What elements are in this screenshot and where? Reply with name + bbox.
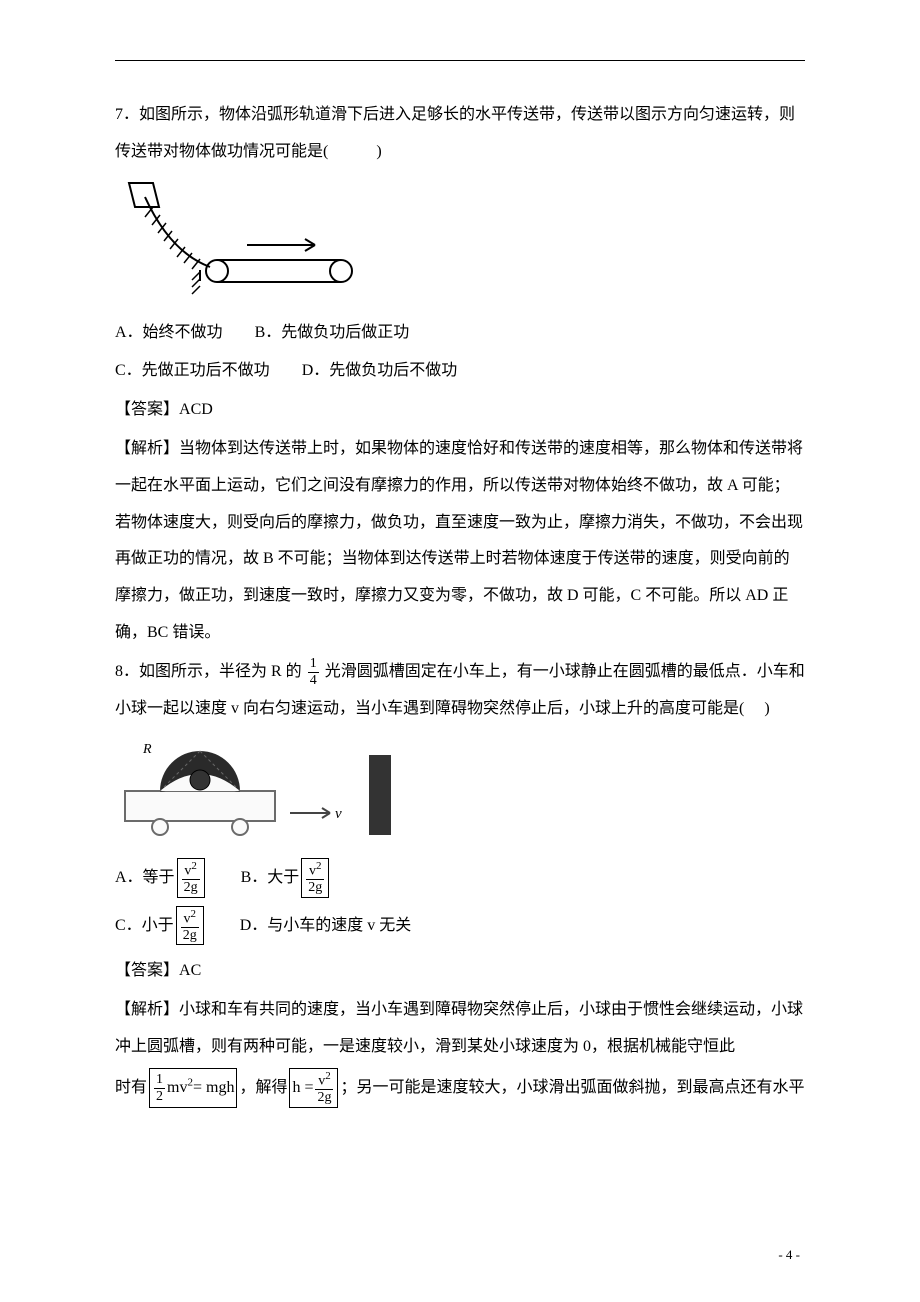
frac-num: v2 (182, 860, 200, 880)
q8-option-b: B．大于 v2 2g (241, 858, 330, 897)
frac-v2-2g-a: v2 2g (182, 860, 200, 895)
q8-option-c: C．小于 v2 2g (115, 906, 204, 945)
boxed-frac-b: v2 2g (301, 858, 329, 897)
q8-answer: 【答案】AC (115, 953, 805, 990)
answer-label: 【答案】 (115, 401, 179, 418)
q8-options-row1: A．等于 v2 2g B．大于 v2 2g (115, 858, 805, 897)
exp2-mid: ，解得 (239, 1070, 287, 1107)
boxed-frac-c: v2 2g (176, 906, 204, 945)
explanation-label: 【解析】 (115, 440, 179, 457)
q8-explanation-2: 时有 1 2 mv2 = mgh ，解得 h = v2 2g ；另一可能是速度较… (115, 1068, 805, 1109)
q8-option-a: A．等于 v2 2g (115, 858, 205, 897)
boxed-eq2: h = v2 2g (289, 1068, 338, 1109)
frac-den: 2g (181, 928, 199, 943)
explanation-label: 【解析】 (115, 1001, 179, 1018)
q7-figure (115, 177, 805, 307)
frac-num: v2 (315, 1070, 333, 1090)
divider (115, 60, 805, 61)
frac-den: 4 (308, 673, 319, 688)
eq1-rhs: = mgh (193, 1070, 234, 1107)
page-number: - 4 - (778, 1242, 800, 1268)
q7-option-c: C．先做正功后不做功 (115, 353, 270, 390)
q7-option-b: B．先做负功后做正功 (255, 315, 410, 352)
svg-text:v: v (335, 806, 342, 822)
frac-v2-2g-eq: v2 2g (315, 1070, 333, 1105)
svg-text:R: R (142, 742, 152, 757)
explanation-text: 当物体到达传送带上时，如果物体的速度恰好和传送带的速度相等，那么物体和传送带将一… (115, 440, 803, 641)
q7-stem: 7．如图所示，物体沿弧形轨道滑下后进入足够长的水平传送带，传送带以图示方向匀速运… (115, 97, 805, 171)
curved-track-conveyor-icon (115, 177, 360, 295)
q7-options-row1: A．始终不做功 B．先做负功后做正功 (115, 315, 805, 352)
answer-label: 【答案】 (115, 962, 179, 979)
eq2-lhs: h = (292, 1070, 313, 1107)
q8-figure: R v (115, 733, 805, 850)
frac-den: 2g (306, 880, 324, 895)
q8-stem: 8．如图所示，半径为 R 的 1 4 光滑圆弧槽固定在小车上，有一小球静止在圆弧… (115, 654, 805, 728)
frac-num: 1 (154, 1072, 165, 1088)
opt-a-prefix: A．等于 (115, 862, 175, 894)
answer-value: AC (179, 962, 201, 979)
explanation-text-1: 小球和车有共同的速度，当小车遇到障碍物突然停止后，小球由于惯性会继续运动，小球冲… (115, 1001, 803, 1055)
opt-d-text: D．与小车的速度 v 无关 (240, 910, 412, 942)
cart-ball-arc-icon: R v (115, 733, 400, 838)
q8-options-row2: C．小于 v2 2g D．与小车的速度 v 无关 (115, 906, 805, 945)
q7-answer: 【答案】ACD (115, 392, 805, 429)
frac-v2-2g-b: v2 2g (306, 860, 324, 895)
answer-value: ACD (179, 401, 213, 418)
frac-v2-2g-c: v2 2g (181, 908, 199, 943)
boxed-eq1: 1 2 mv2 = mgh (149, 1068, 237, 1109)
fraction-one-fourth: 1 4 (308, 656, 319, 688)
frac-num: v2 (306, 860, 324, 880)
frac-den: 2g (182, 880, 200, 895)
frac-num: v2 (181, 908, 199, 928)
frac-den: 2g (315, 1090, 333, 1105)
boxed-frac-a: v2 2g (177, 858, 205, 897)
exp2-post: ；另一可能是速度较大，小球滑出弧面做斜抛，到最高点还有水平 (340, 1070, 804, 1107)
eq1-mv2: mv2 (167, 1070, 193, 1107)
frac-den: 2 (154, 1089, 165, 1104)
q7-options-row2: C．先做正功后不做功 D．先做负功后不做功 (115, 353, 805, 390)
q7-explanation: 【解析】当物体到达传送带上时，如果物体的速度恰好和传送带的速度相等，那么物体和传… (115, 431, 805, 652)
q8-stem-prefix: 8．如图所示，半径为 R 的 (115, 663, 302, 680)
q8-explanation-1: 【解析】小球和车有共同的速度，当小车遇到障碍物突然停止后，小球由于惯性会继续运动… (115, 992, 805, 1066)
q7-option-a: A．始终不做功 (115, 315, 223, 352)
opt-b-prefix: B．大于 (241, 862, 300, 894)
frac-half: 1 2 (154, 1072, 165, 1104)
exp2-pre: 时有 (115, 1070, 147, 1107)
opt-c-prefix: C．小于 (115, 910, 174, 942)
q8-option-d: D．与小车的速度 v 无关 (240, 910, 412, 942)
q7-option-d: D．先做负功后不做功 (302, 353, 458, 390)
frac-num: 1 (308, 656, 319, 672)
